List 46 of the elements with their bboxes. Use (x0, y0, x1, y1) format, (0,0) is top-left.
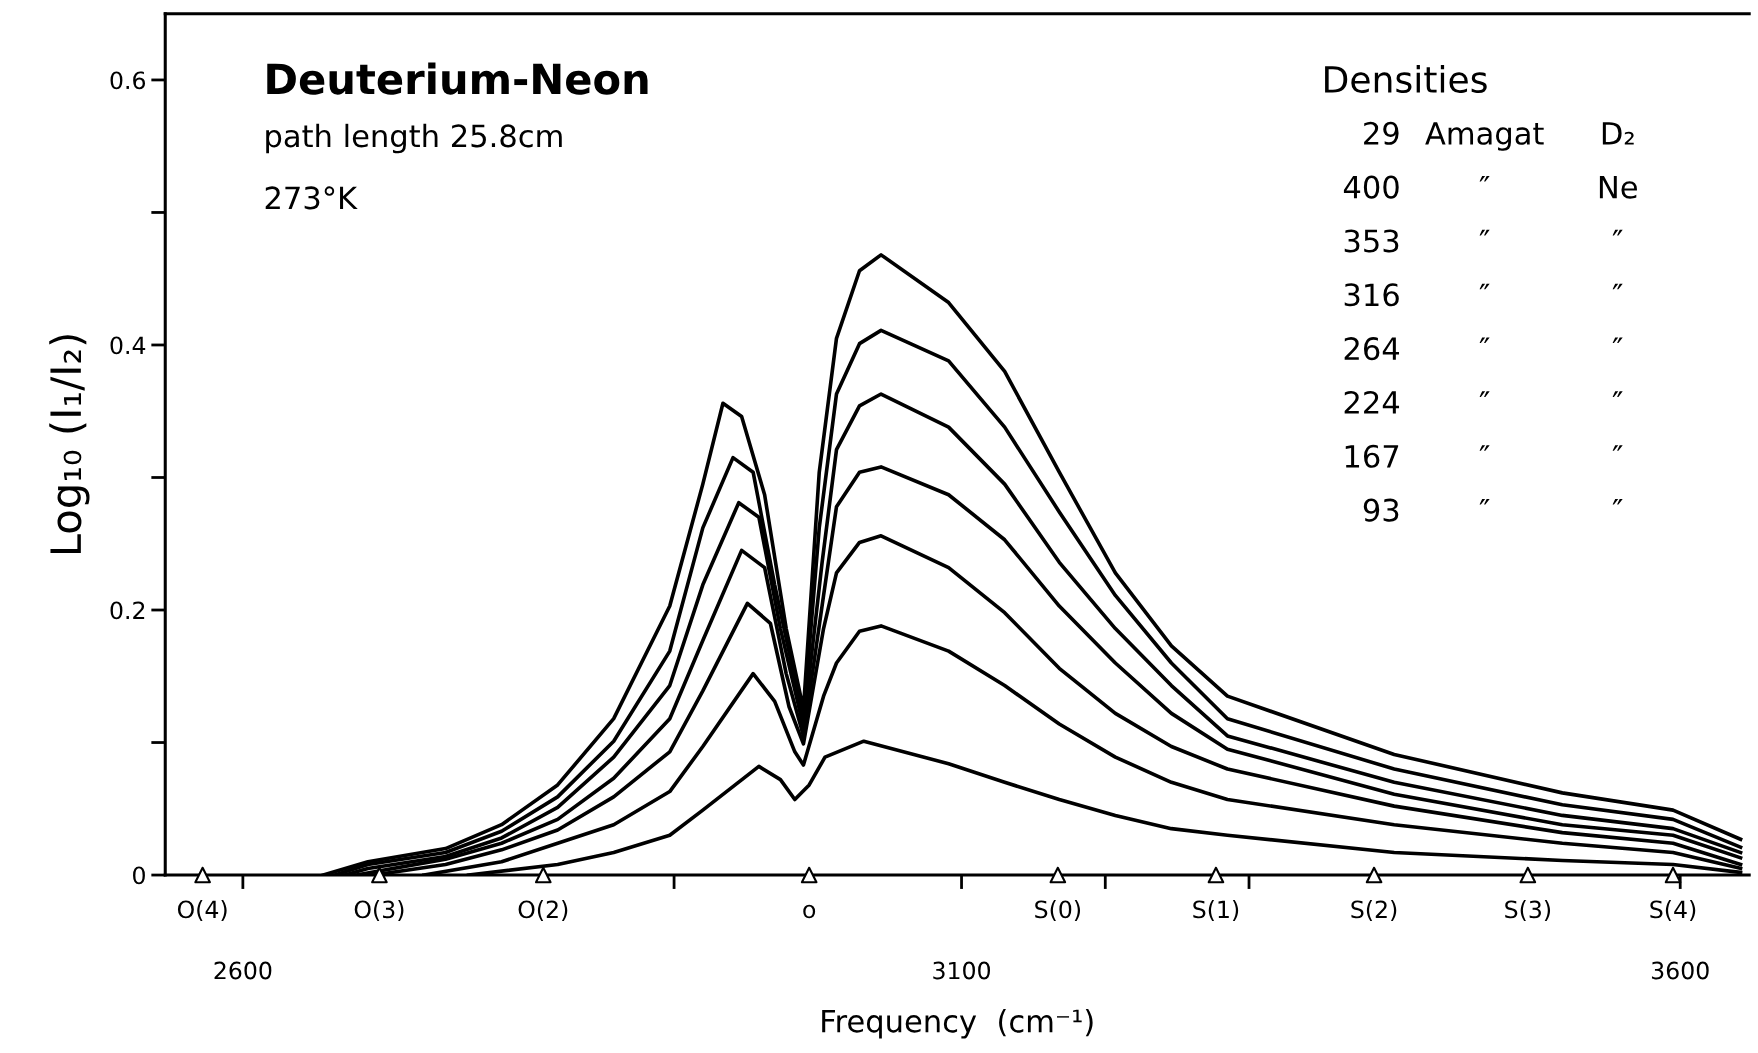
annotation: 167 (1345, 444, 1399, 468)
annotation: ″ (1479, 499, 1490, 505)
y-axis-title: Log₁₀ (I₁/I₂) (49, 335, 90, 554)
y-tick-label: 0.6 (110, 71, 146, 90)
text: Deuterium-Neon (267, 62, 648, 95)
annotation: S(4) (1650, 900, 1696, 922)
annotation: S(3) (1505, 900, 1551, 922)
annotation: 353 (1344, 229, 1399, 253)
annotation: 29 (1364, 121, 1399, 145)
y-tick-label: 0 (133, 866, 145, 885)
annotation: S(1) (1193, 900, 1239, 922)
annotation: 264 (1344, 337, 1400, 361)
annotation: ″ (1612, 337, 1623, 344)
annotation: ″ (1612, 445, 1623, 451)
annotation: ″ (1479, 229, 1490, 236)
annotation: ″ (1479, 337, 1490, 344)
y-tick-label: 0.4 (110, 336, 146, 355)
annotation: ″ (1612, 499, 1623, 505)
annotation: Amagat (1425, 122, 1544, 151)
annotation: ″ (1612, 283, 1623, 290)
x-tick-label: 3100 (933, 961, 991, 980)
annotation: path length 25.8cm (266, 123, 562, 154)
x-axis-title: Frequency (cm⁻¹) (822, 1009, 1093, 1039)
annotation: O(4) (177, 900, 227, 922)
annotation: 316 (1344, 283, 1399, 307)
annotation: 400 (1343, 175, 1399, 199)
annotation: 93 (1363, 498, 1399, 522)
x-tick-label: 2600 (214, 961, 272, 980)
annotation: ″ (1479, 283, 1490, 290)
annotation: Ne (1599, 175, 1637, 199)
y-tick-label: 0.2 (110, 601, 145, 620)
annotation: Densities (1325, 65, 1487, 94)
annotation: ″ (1479, 445, 1490, 451)
annotation: O(3) (354, 900, 404, 922)
annotation: S(2) (1351, 900, 1397, 922)
annotation: ″ (1612, 391, 1623, 397)
x-tick-label: 3600 (1651, 961, 1709, 980)
annotation: 224 (1344, 390, 1400, 414)
annotation: S(0) (1035, 900, 1081, 922)
annotation: ″ (1612, 229, 1623, 236)
annotation: O(2) (518, 900, 568, 922)
annotation: 273°K (265, 186, 358, 210)
annotation: D₂ (1602, 122, 1634, 145)
annotation: ″ (1479, 391, 1490, 397)
annotation: ″ (1479, 175, 1490, 182)
annotation: o (803, 904, 816, 919)
